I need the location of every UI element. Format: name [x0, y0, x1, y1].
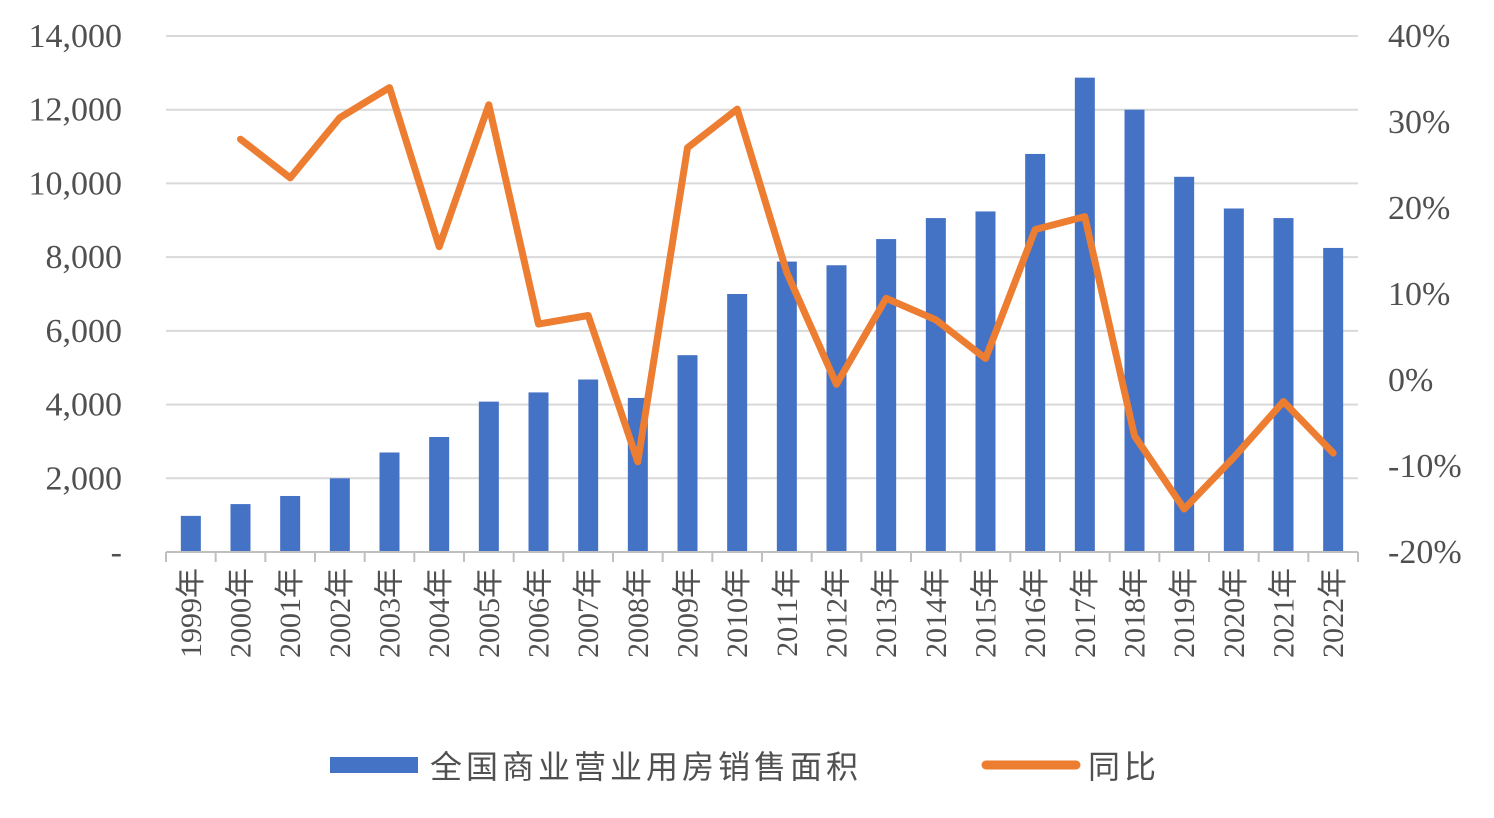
- left-y-tick-label: 10,000: [29, 165, 123, 202]
- x-tick-label: 2009年: [672, 568, 705, 658]
- x-tick-label: 2004年: [423, 568, 456, 658]
- bar: [925, 218, 946, 552]
- right-y-tick-label: 30%: [1388, 104, 1450, 141]
- bar: [478, 401, 499, 552]
- x-tick-label: 2021年: [1268, 568, 1301, 658]
- bar: [1074, 77, 1095, 553]
- bar: [876, 239, 897, 552]
- x-tick-label: 2020年: [1218, 568, 1251, 658]
- x-axis-ticks: 1999年 2000年 2001年 2002年 2003年 2004年 2005年 2006年…: [175, 568, 1350, 658]
- x-tick-label: 2008年: [622, 568, 655, 658]
- bar: [826, 265, 847, 552]
- x-tick-label: 2005年: [473, 568, 506, 658]
- legend-line-label: 同比: [1088, 748, 1160, 786]
- right-y-tick-label: 40%: [1388, 18, 1450, 55]
- x-tick-label: 2012年: [821, 568, 854, 658]
- bar: [727, 294, 748, 552]
- right-y-tick-label: -10%: [1388, 448, 1462, 485]
- right-y-axis-ticks: -20% -10% 0% 10% 20% 30% 40%: [1388, 18, 1462, 571]
- x-tick-label: 2013年: [870, 568, 903, 658]
- line-series: [237, 84, 1337, 513]
- x-axis: [165, 551, 1359, 562]
- x-tick-label: 2000年: [225, 568, 258, 658]
- bar: [776, 261, 797, 552]
- bar: [528, 392, 549, 552]
- bar: [677, 355, 698, 552]
- right-y-tick-label: -20%: [1388, 534, 1462, 571]
- bar: [1223, 208, 1244, 552]
- left-y-tick-label: 2,000: [46, 460, 123, 497]
- bar: [1273, 218, 1294, 552]
- bar: [578, 379, 599, 552]
- bar: [180, 515, 201, 552]
- x-tick-label: 2014年: [920, 568, 953, 658]
- left-y-tick-label: 6,000: [46, 313, 123, 350]
- x-tick-label: 2002年: [324, 568, 357, 658]
- bar: [329, 478, 350, 552]
- legend-bar-label: 全国商业营业用房销售面积: [430, 748, 862, 786]
- legend: 全国商业营业用房销售面积 同比: [330, 748, 1160, 786]
- bar: [280, 495, 301, 552]
- x-tick-label: 2022年: [1317, 568, 1350, 658]
- bar: [1323, 247, 1344, 552]
- x-tick-label: 2017年: [1069, 568, 1102, 658]
- bar: [1124, 109, 1145, 552]
- left-y-tick-label: -: [111, 534, 122, 571]
- bar: [1025, 153, 1046, 552]
- left-y-tick-label: 14,000: [29, 18, 123, 55]
- right-y-tick-label: 20%: [1388, 190, 1450, 227]
- left-y-tick-label: 4,000: [46, 387, 123, 424]
- x-tick-label: 2006年: [523, 568, 556, 658]
- bar: [975, 211, 996, 552]
- x-tick-label: 2019年: [1168, 568, 1201, 658]
- x-tick-label: 2016年: [1019, 568, 1052, 658]
- left-y-tick-label: 8,000: [46, 239, 123, 276]
- x-tick-label: 2018年: [1119, 568, 1152, 658]
- left-y-axis-ticks: - 2,000 4,000 6,000 8,000 10,000 12,000 14,000: [29, 18, 123, 571]
- x-tick-label: 2015年: [970, 568, 1003, 658]
- x-tick-label: 2001年: [274, 568, 307, 658]
- bar: [429, 437, 450, 552]
- yoy-line: [237, 84, 1337, 513]
- bar: [230, 504, 251, 552]
- right-y-tick-label: 0%: [1388, 362, 1433, 399]
- x-tick-label: 2010年: [721, 568, 754, 658]
- x-tick-label: 2007年: [572, 568, 605, 658]
- x-tick-label: 2003年: [374, 568, 407, 658]
- x-tick-label: 1999年: [175, 568, 208, 658]
- bar: [379, 452, 400, 552]
- bar: [1174, 176, 1195, 552]
- legend-bar-swatch: [330, 757, 418, 773]
- right-y-tick-label: 10%: [1388, 276, 1450, 313]
- left-y-tick-label: 12,000: [29, 92, 123, 129]
- x-tick-label: 2011年: [771, 568, 804, 657]
